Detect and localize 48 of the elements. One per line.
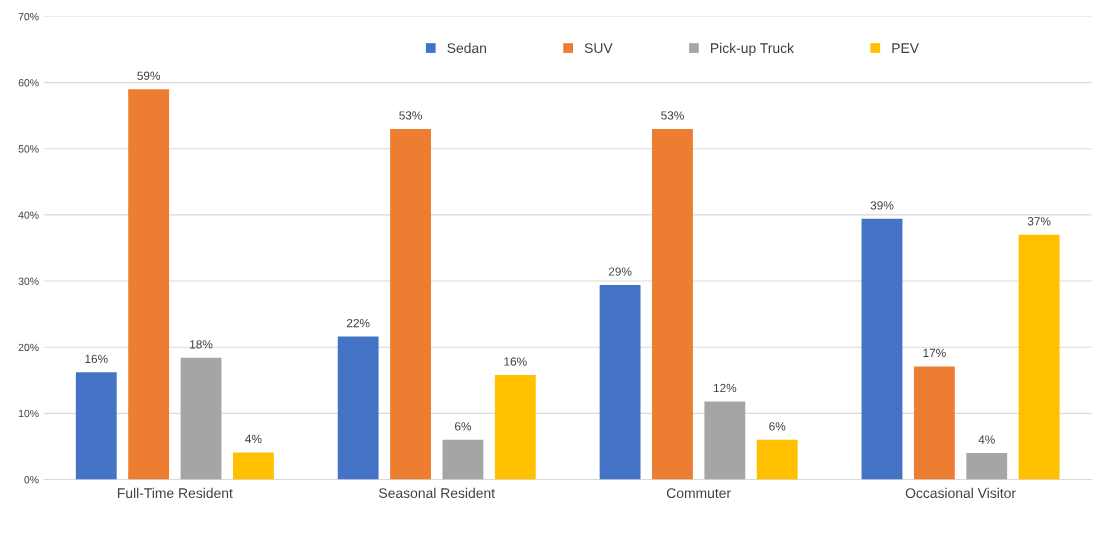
y-tick-label: 20% (18, 343, 39, 352)
bar (494, 374, 536, 480)
bar (337, 336, 379, 480)
data-label: 29% (608, 267, 632, 276)
data-label: 37% (1027, 217, 1051, 226)
legend-label: Sedan (447, 42, 486, 54)
bar (966, 453, 1008, 480)
y-tick-label: 0% (24, 476, 39, 484)
bar (442, 439, 484, 480)
data-label: 6% (769, 422, 786, 431)
data-label: 4% (978, 435, 995, 444)
y-tick-label: 10% (18, 409, 39, 418)
bar (704, 401, 746, 480)
bar (390, 128, 431, 480)
y-tick-label: 70% (18, 12, 39, 21)
bar (180, 357, 222, 480)
x-tick-label: Commuter (666, 488, 731, 499)
bar (756, 439, 798, 480)
data-label: 12% (713, 383, 737, 393)
data-label: 16% (85, 354, 108, 364)
bar (1018, 234, 1060, 480)
data-label: 16% (504, 357, 527, 366)
y-tick-label: 40% (18, 211, 39, 219)
bar (913, 366, 955, 480)
data-label: 22% (346, 318, 370, 328)
x-tick-label: Full-Time Resident (117, 487, 233, 499)
data-label: 53% (661, 111, 684, 120)
bar (599, 285, 641, 480)
data-label: 59% (137, 71, 161, 80)
y-tick-label: 30% (18, 277, 39, 285)
y-tick-label: 60% (18, 79, 39, 87)
x-tick-label: Seasonal Resident (379, 487, 495, 499)
data-label: 4% (245, 434, 262, 444)
bar (652, 128, 693, 480)
legend-label: Pick-up Truck (711, 42, 795, 56)
legend-label: PEV (892, 43, 919, 53)
data-label: 39% (870, 201, 894, 210)
legend-label: SUV (584, 43, 613, 54)
bar (75, 372, 117, 480)
bar (861, 218, 903, 480)
data-label: 53% (399, 111, 422, 120)
data-label: 6% (455, 422, 472, 431)
data-label: 18% (190, 340, 213, 349)
bar (232, 452, 274, 480)
bar (128, 89, 170, 480)
y-tick-label: 50% (18, 145, 39, 153)
data-label: 17% (923, 348, 946, 358)
x-tick-label: Occasional Visitor (905, 487, 1016, 499)
